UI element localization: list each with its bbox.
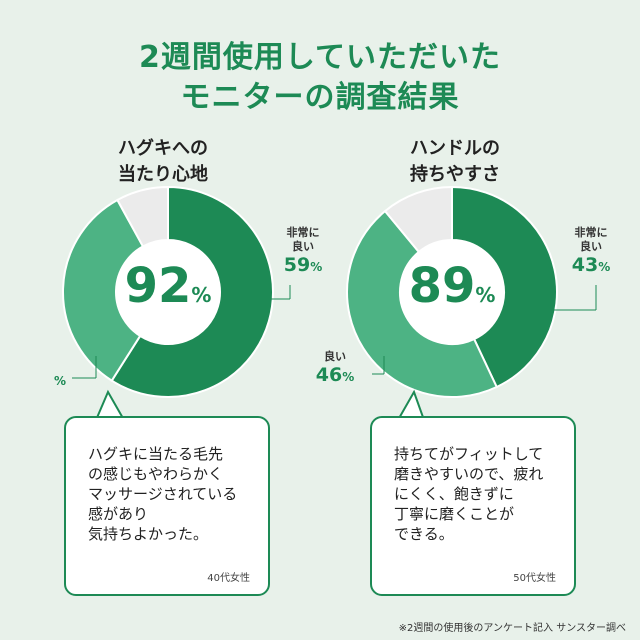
page-title-line-1: 2週間使用していただいた [139, 40, 501, 75]
chart1-total-unit: % [191, 283, 212, 307]
chart2-value-very-good-unit: % [598, 260, 611, 274]
chart1-value-very-good-unit: % [310, 260, 323, 274]
chart1-center-hole [116, 240, 220, 344]
chart1-label-good: % [50, 368, 70, 390]
chart1-title: ハグキへの 当たり心地 [118, 136, 208, 188]
chart1-label-very-good-l1: 非常に [286, 226, 320, 239]
chart2-value-good-unit: % [342, 370, 355, 384]
comment-2-line: 丁寧に磨くことが [394, 505, 515, 523]
chart1-total: 92% [118, 258, 218, 314]
chart2-total: 89% [402, 258, 502, 314]
chart2-value-very-good: 43% [572, 254, 610, 276]
chart2-label-very-good: 非常に 良い 43% [566, 226, 616, 276]
chart1-total-value: 92 [124, 258, 192, 314]
chart2-value-very-good-num: 43 [571, 254, 599, 276]
chart2-total-unit: % [475, 283, 496, 307]
comment-1-author: 40代女性 [207, 573, 250, 584]
chart2-title-line2: 持ちやすさ [410, 164, 500, 185]
comment-2-author: 50代女性 [513, 573, 556, 584]
donut-chart-2 [345, 185, 558, 398]
comment-2-line: にくく、飽きずに [394, 485, 514, 503]
chart1-label-very-good: 非常に 良い 59% [278, 226, 328, 276]
chart2-label-very-good-l2: 良い [580, 240, 602, 253]
chart1-title-line1: ハグキへの [118, 138, 208, 159]
chart2-label-good: 良い 46% [310, 350, 360, 386]
chart2-value-good: 46% [316, 364, 354, 386]
chart1-value-good-unit: % [53, 374, 67, 388]
comment-bubble-1: ハグキに当たる毛先 の感じもやわらかく マッサージされている 感があり 気持ちよ… [64, 416, 270, 596]
chart1-value-good: % [54, 368, 66, 390]
chart2-label-very-good-l1: 非常に [574, 226, 608, 239]
chart2-total-value: 89 [408, 258, 476, 314]
comment-1-text: ハグキに当たる毛先 の感じもやわらかく マッサージされている 感があり 気持ちよ… [88, 444, 237, 544]
comment-bubble-2: 持ちてがフィットして 磨きやすいので、疲れ にくく、飽きずに 丁寧に磨くことが … [370, 416, 576, 596]
chart1-label-very-good-l2: 良い [292, 240, 314, 253]
page-title-line-2: モニターの調査結果 [180, 80, 460, 115]
comment-1-line: マッサージされている [88, 485, 238, 503]
footnote: ※2週間の使用後のアンケート記入 サンスター調べ [398, 623, 626, 634]
comment-1-line: 感があり [88, 505, 149, 523]
chart2-title-line1: ハンドルの [410, 138, 500, 159]
chart1-value-very-good-num: 59 [283, 254, 311, 276]
donut-chart-1 [62, 185, 274, 398]
comment-1-line: ハグキに当たる毛先 [88, 445, 224, 463]
comment-2-line: 持ちてがフィットして [394, 445, 544, 463]
comment-1-line: の感じもやわらかく [88, 465, 224, 483]
chart2-label-good-l1: 良い [324, 350, 346, 363]
comment-2-line: できる。 [394, 525, 454, 543]
comment-2-line: 磨きやすいので、疲れ [394, 465, 544, 483]
chart2-title: ハンドルの 持ちやすさ [410, 136, 500, 188]
chart2-value-good-num: 46 [315, 364, 343, 386]
chart1-title-line2: 当たり心地 [118, 164, 208, 185]
comment-1-line: 気持ちよかった。 [88, 525, 209, 543]
chart2-center-hole [400, 240, 504, 344]
comment-2-text: 持ちてがフィットして 磨きやすいので、疲れ にくく、飽きずに 丁寧に磨くことが … [394, 444, 543, 544]
chart1-value-very-good: 59% [284, 254, 322, 276]
